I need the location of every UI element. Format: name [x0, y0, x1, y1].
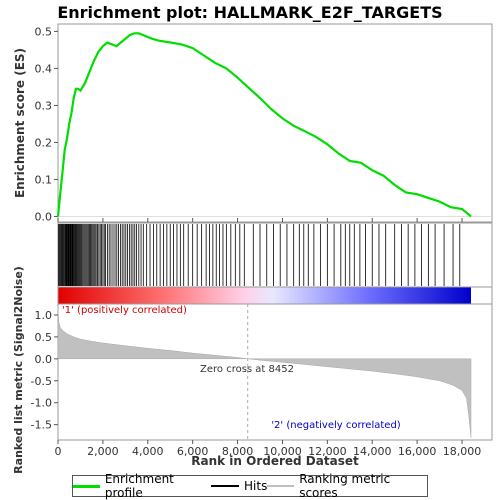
- legend-item-enrichment: Enrichment profile: [73, 472, 211, 500]
- x-tick-label: 16,000: [398, 445, 437, 458]
- x-tick-label: 6,000: [177, 445, 209, 458]
- x-tick-label: 12,000: [308, 445, 347, 458]
- es-ytick-label: 0.3: [35, 99, 53, 112]
- legend-label-enrichment: Enrichment profile: [104, 472, 174, 500]
- es-ytick-label: 0.0: [35, 210, 53, 223]
- x-tick-label: 14,000: [353, 445, 392, 458]
- rank-ylabel: Ranked list metric (Signal2Noise): [12, 266, 25, 474]
- positive-annotation: '1' (positively correlated): [62, 305, 187, 316]
- legend-item-ranking: Ranking metric scores: [267, 472, 427, 500]
- legend-swatch-ranking: [267, 485, 295, 487]
- legend-swatch-hits: [211, 485, 240, 487]
- legend-label-ranking: Ranking metric scores: [299, 472, 391, 500]
- zero-cross-annotation: Zero cross at 8452: [200, 364, 294, 375]
- ranking-metric-panel: 1.0 0.5 0.0 -0.5 -1.0 -1.5 '1' (positively co…: [12, 266, 493, 474]
- x-tick-label: 10,000: [263, 445, 302, 458]
- x-tick-label: 4,000: [132, 445, 164, 458]
- es-ytick-label: 0.1: [35, 173, 53, 186]
- es-ytick-label: 0.4: [35, 62, 53, 75]
- rank-ytick-label: 1.0: [35, 309, 53, 322]
- es-x-ticks: [57, 218, 463, 222]
- rank-ytick-label: -1.5: [31, 419, 52, 432]
- rank-y-ticks: 1.0 0.5 0.0 -0.5 -1.0 -1.5: [31, 309, 58, 432]
- es-ylabel: Enrichment score (ES): [13, 48, 27, 198]
- hit-lines: [58, 224, 461, 286]
- x-tick-label: 0: [55, 445, 62, 458]
- legend: Enrichment profile Hits Ranking metric s…: [72, 472, 428, 500]
- rank-ytick-label: -0.5: [31, 375, 52, 388]
- hits-panel-frame: [57, 222, 493, 288]
- colorbar-gradient: [58, 287, 471, 304]
- rank-colorbar: [57, 286, 493, 305]
- legend-swatch-enrichment: [73, 484, 100, 488]
- legend-label-hits: Hits: [244, 479, 268, 493]
- x-axis-label: Rank in Ordered Dataset: [191, 454, 359, 468]
- hits-panel: [57, 222, 493, 288]
- x-tick-label: 8,000: [222, 445, 254, 458]
- rank-ytick-label: 0.5: [35, 331, 53, 344]
- x-tick-label: 18,000: [443, 445, 482, 458]
- enrichment-profile-line: [56, 32, 472, 218]
- legend-item-hits: Hits: [211, 479, 267, 493]
- es-panel-frame: [57, 23, 493, 223]
- es-y-ticks: 0.0 0.1 0.2 0.3 0.4 0.5: [35, 25, 492, 223]
- chart-title: Enrichment plot: HALLMARK_E2F_TARGETS: [57, 3, 442, 22]
- x-ticks: 0 2,000 4,000 6,000 8,000 10,000 12,000 14,000 1…: [55, 440, 482, 458]
- es-ytick-label: 0.2: [35, 136, 53, 149]
- rank-ytick-label: -1.0: [31, 397, 52, 410]
- es-panel: 0.0 0.1 0.2 0.3 0.4 0.5 Enrichment score (ES): [13, 23, 493, 223]
- rank-ytick-label: 0.0: [35, 353, 53, 366]
- es-ytick-label: 0.5: [35, 25, 53, 38]
- x-tick-label: 2,000: [87, 445, 119, 458]
- negative-annotation: '2' (negatively correlated): [271, 420, 400, 431]
